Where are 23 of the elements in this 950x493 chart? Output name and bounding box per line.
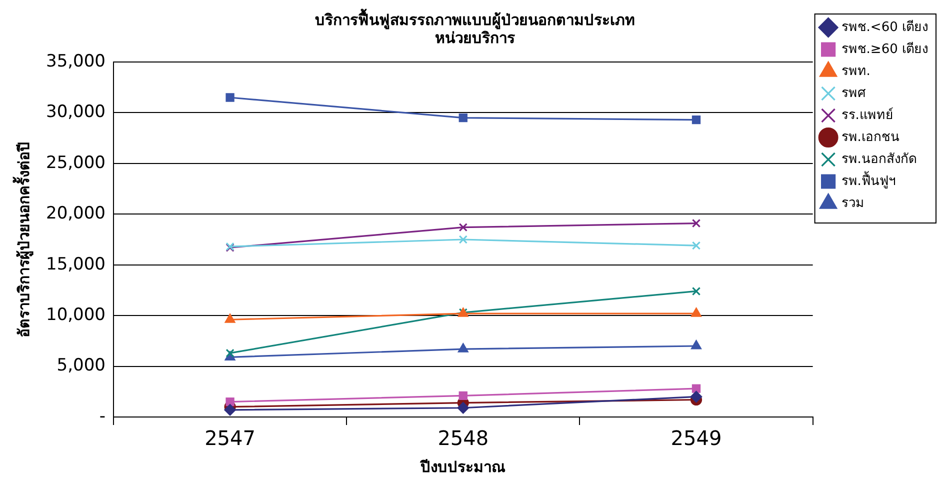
- legend-label: รพช.≥60 เตียง: [841, 40, 928, 57]
- y-tick-label: 35,000: [46, 51, 106, 72]
- y-tick-label: 20,000: [46, 204, 106, 224]
- x-axis-title: ปีงบประมาณ: [420, 458, 506, 476]
- legend-label: รพช.<60 เตียง: [841, 18, 928, 35]
- y-tick-label: -: [99, 406, 106, 426]
- legend-label: รพศ: [841, 86, 866, 101]
- legend-label: รพ.ฟื้นฟูฯ: [841, 170, 896, 189]
- legend-label: รพ.นอกสังกัด: [841, 152, 916, 167]
- x-tick-label: 2549: [670, 426, 722, 450]
- legend-label: รพท.: [841, 64, 870, 79]
- legend-label: รพ.เอกชน: [841, 130, 900, 145]
- legend-label: รร.แพทย์: [841, 106, 894, 123]
- x-tick-label: 2548: [438, 426, 489, 450]
- y-tick-label: 25,000: [46, 152, 106, 173]
- legend-label: รวม: [841, 196, 864, 211]
- x-tick-label: 2547: [204, 426, 256, 450]
- y-tick-label: 10,000: [46, 304, 106, 325]
- y-tick-label: 15,000: [46, 254, 106, 274]
- y-tick-label: 30,000: [46, 102, 106, 122]
- y-axis-title: อัตราบริการผู้ป่วยนอกครั้งต่อปี: [12, 142, 34, 338]
- chart-title: บริการฟื้นฟูสมรรถภาพแบบผู้ป่วยนอกตามประเภท หน่วยบริการ: [315, 8, 635, 47]
- y-tick-label: 5,000: [56, 356, 106, 376]
